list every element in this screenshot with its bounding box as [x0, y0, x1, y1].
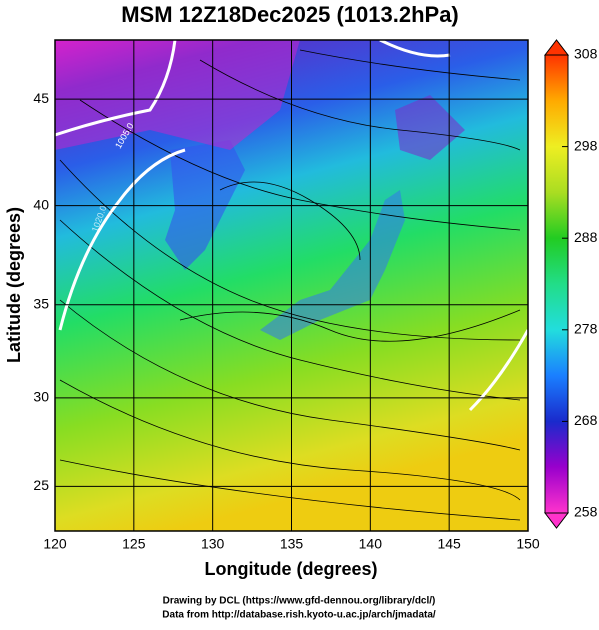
colorbar-extend-low — [543, 512, 570, 529]
credit: Data from http://database.rish.kyoto-u.a… — [162, 610, 436, 621]
colorbar-tick-label: 278 — [574, 321, 598, 337]
y-tick-label: 40 — [33, 196, 49, 212]
x-axis-label: Longitude (degrees) — [204, 559, 377, 579]
colorbar-body — [544, 54, 569, 514]
y-tick-label: 45 — [33, 90, 49, 106]
x-tick-label: 150 — [516, 536, 540, 552]
x-tick-label: 125 — [122, 536, 146, 552]
colorbar-tick-label: 258 — [574, 504, 598, 520]
continent-cold — [55, 40, 300, 150]
colorbar-tick-label: 298 — [574, 137, 598, 153]
colorbar-tick-label: 288 — [574, 229, 598, 245]
hokkaido-land — [395, 95, 465, 160]
streamlines — [59, 49, 521, 521]
colorbar-tick-label: 268 — [574, 412, 598, 428]
credit: Drawing by DCL (https://www.gfd-dennou.o… — [163, 596, 436, 607]
plot-frame — [54, 39, 529, 532]
x-tick-label: 140 — [359, 536, 383, 552]
y-tick-label: 30 — [33, 389, 49, 405]
x-tick-label: 145 — [437, 536, 461, 552]
x-tick-label: 130 — [201, 536, 225, 552]
x-tick-label: 135 — [280, 536, 304, 552]
title: MSM 12Z18Dec2025 (1013.2hPa) — [121, 2, 459, 27]
y-tick-label: 25 — [33, 477, 49, 493]
y-axis-label: Latitude (degrees) — [4, 207, 24, 363]
colorbar: 258 268 278 288 298 308 — [543, 39, 598, 529]
x-tick-label: 120 — [43, 536, 67, 552]
colorbar-tick-label: 308 — [574, 46, 598, 62]
korea-land — [165, 140, 245, 270]
japan-land — [260, 190, 405, 340]
y-tick-label: 35 — [33, 295, 49, 311]
colorbar-extend-high — [543, 39, 570, 56]
isobars — [55, 40, 528, 412]
